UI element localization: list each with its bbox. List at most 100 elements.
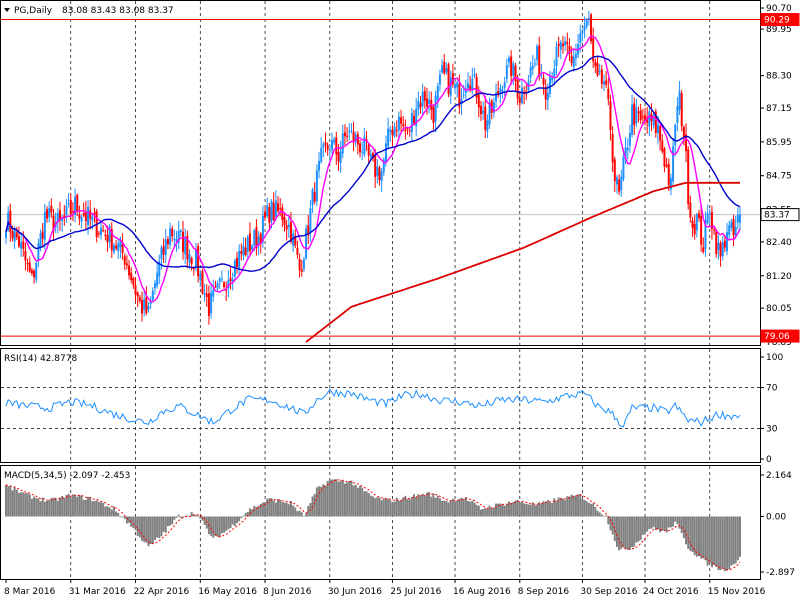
macd-histogram-bar	[395, 497, 398, 517]
bear-candle	[130, 272, 133, 281]
bear-candle	[134, 285, 137, 295]
bull-candle	[579, 33, 582, 44]
bear-candle	[544, 86, 547, 100]
macd-histogram-bar	[739, 516, 741, 557]
bear-candle	[352, 131, 355, 143]
macd-histogram-bar	[365, 491, 368, 517]
macd-histogram-bar	[302, 516, 305, 517]
bull-candle	[704, 220, 707, 249]
bull-candle	[512, 63, 515, 76]
macd-histogram-bar	[65, 495, 68, 517]
macd-histogram-bar	[734, 516, 737, 564]
bull-candle	[333, 139, 336, 143]
bull-candle	[330, 140, 333, 150]
bull-candle	[318, 160, 321, 171]
bull-candle	[270, 201, 273, 222]
macd-histogram-bar	[30, 498, 33, 517]
macd-histogram-bar	[715, 516, 718, 567]
macd-histogram-bar	[179, 516, 182, 519]
price-tick-label: 82.40	[766, 238, 792, 248]
macd-histogram-bar	[93, 500, 96, 517]
bear-candle	[516, 79, 519, 98]
bear-candle	[518, 97, 521, 103]
macd-histogram-bar	[451, 498, 454, 517]
bear-candle	[682, 127, 685, 137]
bear-candle	[413, 116, 416, 124]
bear-candle	[646, 117, 649, 123]
bull-candle	[341, 133, 344, 154]
bear-candle	[510, 56, 513, 77]
bull-candle	[13, 228, 16, 242]
date-tick-label: 30 Sep 2016	[580, 587, 637, 597]
macd-histogram-bar	[460, 497, 463, 517]
macd-histogram-bar	[76, 496, 79, 517]
macd-histogram-bar	[274, 502, 277, 517]
bull-candle	[466, 83, 469, 89]
bear-candle	[22, 241, 25, 249]
macd-histogram-bar	[391, 502, 394, 517]
macd-histogram-bar	[434, 497, 437, 517]
price-tick-label: 90.70	[766, 4, 792, 14]
bear-candle	[713, 229, 716, 231]
macd-histogram-bar	[659, 516, 662, 533]
bull-candle	[482, 110, 485, 114]
bear-candle	[497, 91, 500, 96]
macd-histogram-bar	[706, 516, 709, 566]
bull-candle	[488, 102, 491, 125]
bear-candle	[542, 77, 545, 85]
rsi-tick-label: 0	[766, 455, 772, 465]
macd-histogram-bar	[708, 516, 711, 563]
bear-candle	[104, 234, 107, 236]
dropdown-triangle-icon[interactable]	[4, 8, 10, 12]
macd-histogram-bar	[479, 509, 482, 517]
bull-candle	[628, 133, 631, 146]
bear-candle	[592, 37, 595, 62]
macd-histogram-bar	[50, 498, 53, 517]
bull-candle	[551, 78, 554, 81]
macd-histogram-bar	[240, 516, 243, 519]
bull-candle	[199, 273, 202, 281]
bull-candle	[505, 65, 508, 79]
bear-candle	[538, 45, 541, 77]
bear-candle	[600, 69, 603, 84]
bear-candle	[240, 251, 243, 254]
macd-histogram-bar	[194, 515, 197, 517]
macd-histogram-bar	[164, 516, 167, 533]
macd-histogram-bar	[343, 483, 346, 517]
bear-candle	[432, 106, 435, 124]
bull-candle	[184, 237, 187, 255]
macd-indicator-label: MACD(5,34,5) -2.097 -2.453	[4, 471, 130, 481]
macd-histogram-bar	[732, 516, 735, 565]
macd-histogram-bar	[566, 496, 569, 517]
bull-candle	[287, 224, 290, 228]
bear-candle	[618, 179, 621, 192]
bear-candle	[335, 137, 338, 155]
macd-histogram-bar	[138, 516, 141, 538]
macd-histogram-bar	[615, 516, 618, 547]
macd-histogram-bar	[128, 516, 131, 523]
macd-histogram-bar	[251, 509, 254, 517]
macd-histogram-bar	[281, 502, 284, 517]
bear-candle	[594, 61, 597, 66]
macd-histogram-bar	[469, 501, 472, 517]
bull-candle	[728, 225, 731, 235]
macd-histogram-bar	[736, 516, 739, 561]
price-panel-frame	[0, 0, 761, 346]
bull-candle	[397, 116, 400, 131]
macd-histogram-bar	[605, 515, 608, 517]
bull-candle	[656, 124, 659, 134]
macd-histogram-bar	[432, 493, 435, 517]
macd-histogram-bar	[456, 500, 459, 517]
bear-candle	[475, 76, 478, 98]
macd-histogram-bar	[359, 485, 362, 517]
macd-histogram-bar	[581, 499, 584, 517]
bull-candle	[736, 214, 739, 223]
macd-histogram-bar	[536, 504, 539, 517]
bull-candle	[410, 112, 413, 133]
macd-histogram-bar	[531, 502, 534, 517]
bear-candle	[58, 210, 61, 221]
bull-candle	[361, 151, 364, 153]
price-tag-box	[760, 329, 800, 343]
bear-candle	[192, 268, 195, 270]
